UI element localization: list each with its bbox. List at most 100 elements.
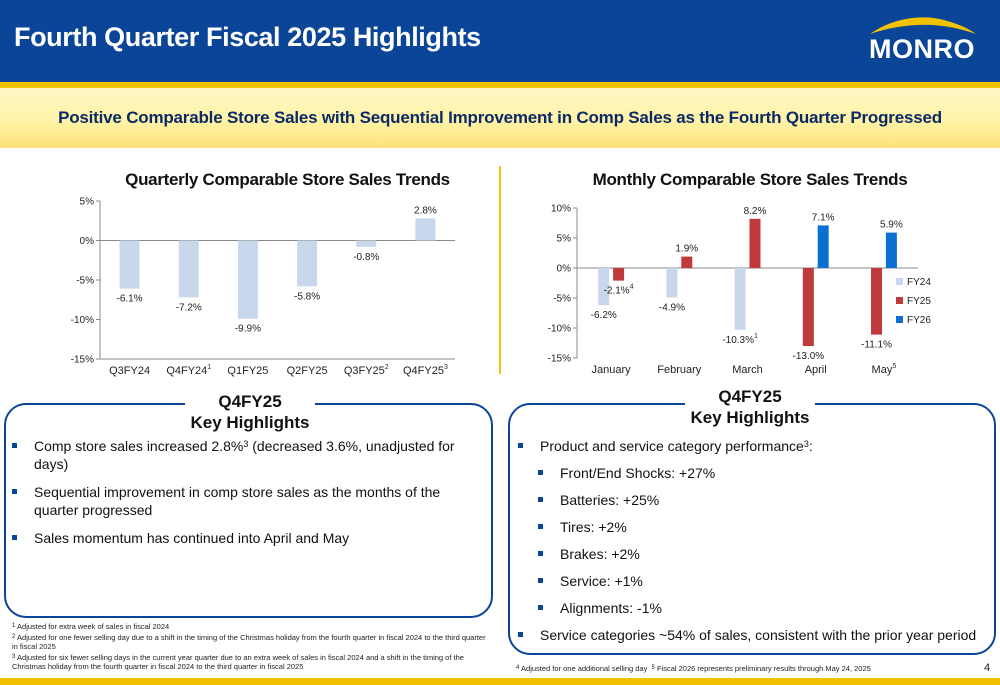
monthly-bar-fy25 [749, 218, 761, 268]
quarterly-x-tick-label: Q1FY25 [227, 365, 268, 377]
page-number: 4 [984, 662, 991, 674]
left-bullet-1-sup: 3 [243, 439, 249, 449]
quarterly-y-tick-label: -10% [71, 315, 94, 326]
quarterly-x-tick-label: Q2FY25 [287, 365, 328, 377]
right-sub-item: Front/End Shocks: +27% [516, 464, 994, 482]
quarterly-y-tick-label: -5% [76, 276, 94, 287]
monthly-y-tick-label: 0% [557, 264, 572, 275]
monthly-data-label: -6.2% [591, 310, 617, 321]
quarterly-bar [297, 240, 318, 287]
left-bullet-1-text: Comp store sales increased 2.8% [34, 438, 244, 454]
quarterly-y-tick-label: 5% [80, 197, 95, 208]
footnote-1-text: Adjusted for extra week of sales in fisc… [17, 622, 170, 631]
monthly-y-tick-label: 10% [551, 204, 571, 215]
quarterly-chart-title: Quarterly Comparable Store Sales Trends [125, 170, 450, 189]
left-highlights-title-line2: Key Highlights [190, 413, 310, 432]
monthly-bar-fy25 [681, 256, 693, 268]
charts-canvas: 5% 0% -5% -10% -15% -6.1% Q3FY24 -7.2% Q4FY241 -9… [71, 197, 932, 378]
logo-text: MONRO [869, 34, 975, 64]
quarterly-y-tick-label: -15% [71, 355, 94, 366]
left-bullet-list: Comp store sales increased 2.8%3 (decrea… [10, 437, 485, 547]
monthly-bar-fy24 [666, 268, 678, 298]
left-highlights-title-line1: Q4FY25 [218, 392, 282, 411]
footnote-3: 3 Adjusted for six fewer selling days in… [12, 653, 492, 672]
right-highlights-box [508, 403, 996, 655]
right-highlights-title: Q4FY25 Key Highlights [685, 386, 815, 428]
footnote-2: 2 Adjusted for one fewer selling day due… [12, 633, 492, 652]
right-sub-item: Alignments: -1% [516, 599, 994, 617]
monthly-data-label: -13.0% [792, 351, 824, 362]
left-bullet-2: Sequential improvement in comp store sal… [10, 483, 485, 519]
car-roof-icon [870, 17, 976, 34]
monthly-bar-fy24 [734, 268, 746, 330]
footnote-3-num: 3 [12, 653, 16, 660]
right-sub-item: Brakes: +2% [516, 545, 994, 563]
monthly-data-label: -11.1% [861, 340, 892, 351]
quarterly-data-label: -7.2% [176, 302, 202, 313]
header-bar: Fourth Quarter Fiscal 2025 Highlights MO… [0, 0, 1000, 82]
monthly-x-tick-label: March [732, 364, 763, 376]
right-sub-item: Service: +1% [516, 572, 994, 590]
slide-subtitle: Positive Comparable Store Sales with Seq… [58, 108, 942, 127]
monthly-bar-fy24 [598, 268, 610, 306]
page-title: Fourth Quarter Fiscal 2025 Highlights [14, 22, 481, 52]
quarterly-data-label: -0.8% [353, 252, 379, 263]
quarterly-bar [119, 240, 140, 289]
legend-swatch-fy24 [896, 278, 903, 285]
footnote-4-text: Adjusted for one additional selling day [521, 664, 648, 673]
monthly-data-label: 1.9% [675, 244, 698, 255]
footnote-5-num: 5 [651, 665, 655, 671]
right-bullet-closing: Service categories ~54% of sales, consis… [516, 626, 994, 644]
quarterly-y-tick-label: 0% [80, 236, 95, 247]
footnote-1-num: 1 [12, 623, 16, 629]
quarterly-bar [356, 240, 377, 247]
right-highlights-title-line2: Key Highlights [690, 408, 810, 427]
footnotes-right: 4 Adjusted for one additional selling da… [516, 664, 871, 673]
quarterly-x-tick-label: Q3FY24 [109, 365, 150, 377]
right-bullet-intro-colon: : [808, 438, 813, 454]
monthly-data-label: -10.3%1 [722, 333, 758, 346]
footnote-2-num: 2 [12, 633, 16, 640]
quarterly-bar [178, 240, 199, 298]
monthly-data-label: 8.2% [744, 206, 767, 217]
monthly-y-tick-label: -15% [548, 354, 571, 365]
legend-label-fy26: FY26 [907, 315, 931, 326]
vertical-divider [499, 166, 501, 374]
legend-label-fy24: FY24 [907, 277, 931, 288]
right-sub-item: Tires: +2% [516, 518, 994, 536]
legend-swatch-fy26 [896, 316, 903, 323]
footnote-3-text: Adjusted for six fewer selling days in t… [12, 652, 464, 672]
bottom-gold-rule [0, 678, 1000, 685]
footnote-1: 1 Adjusted for extra week of sales in fi… [12, 622, 492, 632]
monthly-bar-fy25 [613, 268, 625, 281]
monthly-data-label: 7.1% [812, 212, 835, 223]
legend-swatch-fy25 [896, 297, 903, 304]
monthly-bar-fy26 [885, 232, 897, 268]
right-sub-item: Batteries: +25% [516, 491, 994, 509]
monthly-data-label: -2.1%4 [604, 284, 634, 297]
right-bullet-intro: Product and service category performance… [516, 437, 994, 455]
left-bullet-3: Sales momentum has continued into April … [10, 529, 485, 547]
quarterly-x-tick-label: Q3FY252 [344, 364, 389, 377]
quarterly-data-label: -5.8% [294, 291, 320, 302]
left-highlights-title: Q4FY25 Key Highlights [185, 391, 315, 433]
quarterly-bar [237, 240, 258, 319]
footnotes-left: 1 Adjusted for extra week of sales in fi… [12, 622, 492, 673]
monthly-y-tick-label: -10% [548, 324, 571, 335]
monthly-x-tick-label: February [657, 364, 702, 376]
right-bullet-intro-sup: 3 [803, 439, 809, 449]
monthly-chart-title: Monthly Comparable Store Sales Trends [592, 170, 908, 189]
right-highlights-title-line1: Q4FY25 [718, 387, 782, 406]
quarterly-x-tick-label: Q4FY253 [403, 364, 448, 377]
monthly-x-tick-label: April [805, 364, 827, 376]
monthly-bar-fy25 [802, 268, 814, 346]
left-highlights-box [4, 403, 493, 618]
monthly-x-tick-label: May5 [872, 363, 897, 376]
monthly-bar-fy25 [871, 268, 883, 335]
monthly-bar-fy26 [817, 225, 829, 268]
header-gold-rule [0, 82, 1000, 88]
legend-label-fy25: FY25 [907, 296, 931, 307]
monthly-x-tick-label: January [592, 364, 632, 376]
right-bullet-list: Product and service category performance… [516, 437, 994, 644]
quarterly-bar [415, 218, 436, 241]
